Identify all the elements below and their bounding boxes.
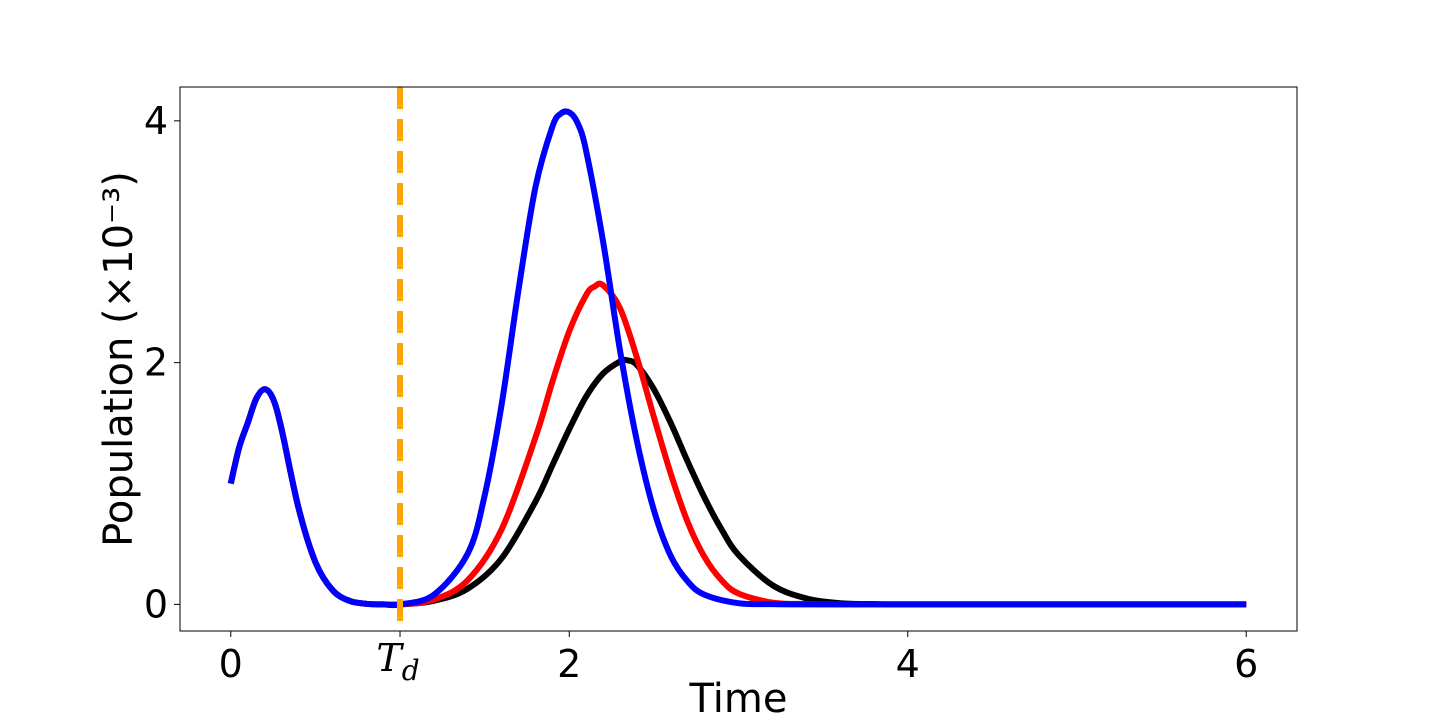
series-line-3 bbox=[227, 108, 1247, 609]
plot-frame bbox=[179, 86, 1298, 632]
x-tick-label: 2 bbox=[557, 642, 581, 686]
y-tick-label: 4 bbox=[144, 99, 168, 143]
x-tick-label: 6 bbox=[1234, 642, 1258, 686]
x-axis-ticks: 0 2 4 6 bbox=[219, 631, 1258, 686]
td-label-main: T bbox=[376, 636, 404, 680]
y-axis-ticks: 0 2 4 bbox=[144, 99, 180, 626]
x-axis-title: Time bbox=[689, 676, 788, 720]
series-layer bbox=[227, 108, 1247, 609]
series-line-1 bbox=[227, 356, 1247, 608]
y-tick-label: 0 bbox=[144, 582, 168, 626]
td-label-subscript: d bbox=[402, 654, 420, 687]
x-tick-label: 4 bbox=[896, 642, 920, 686]
td-tick-label: Td bbox=[376, 636, 419, 687]
x-tick-label: 0 bbox=[219, 642, 243, 686]
y-tick-label: 2 bbox=[144, 341, 168, 385]
y-axis-title: Population (×10⁻³) bbox=[96, 171, 142, 547]
